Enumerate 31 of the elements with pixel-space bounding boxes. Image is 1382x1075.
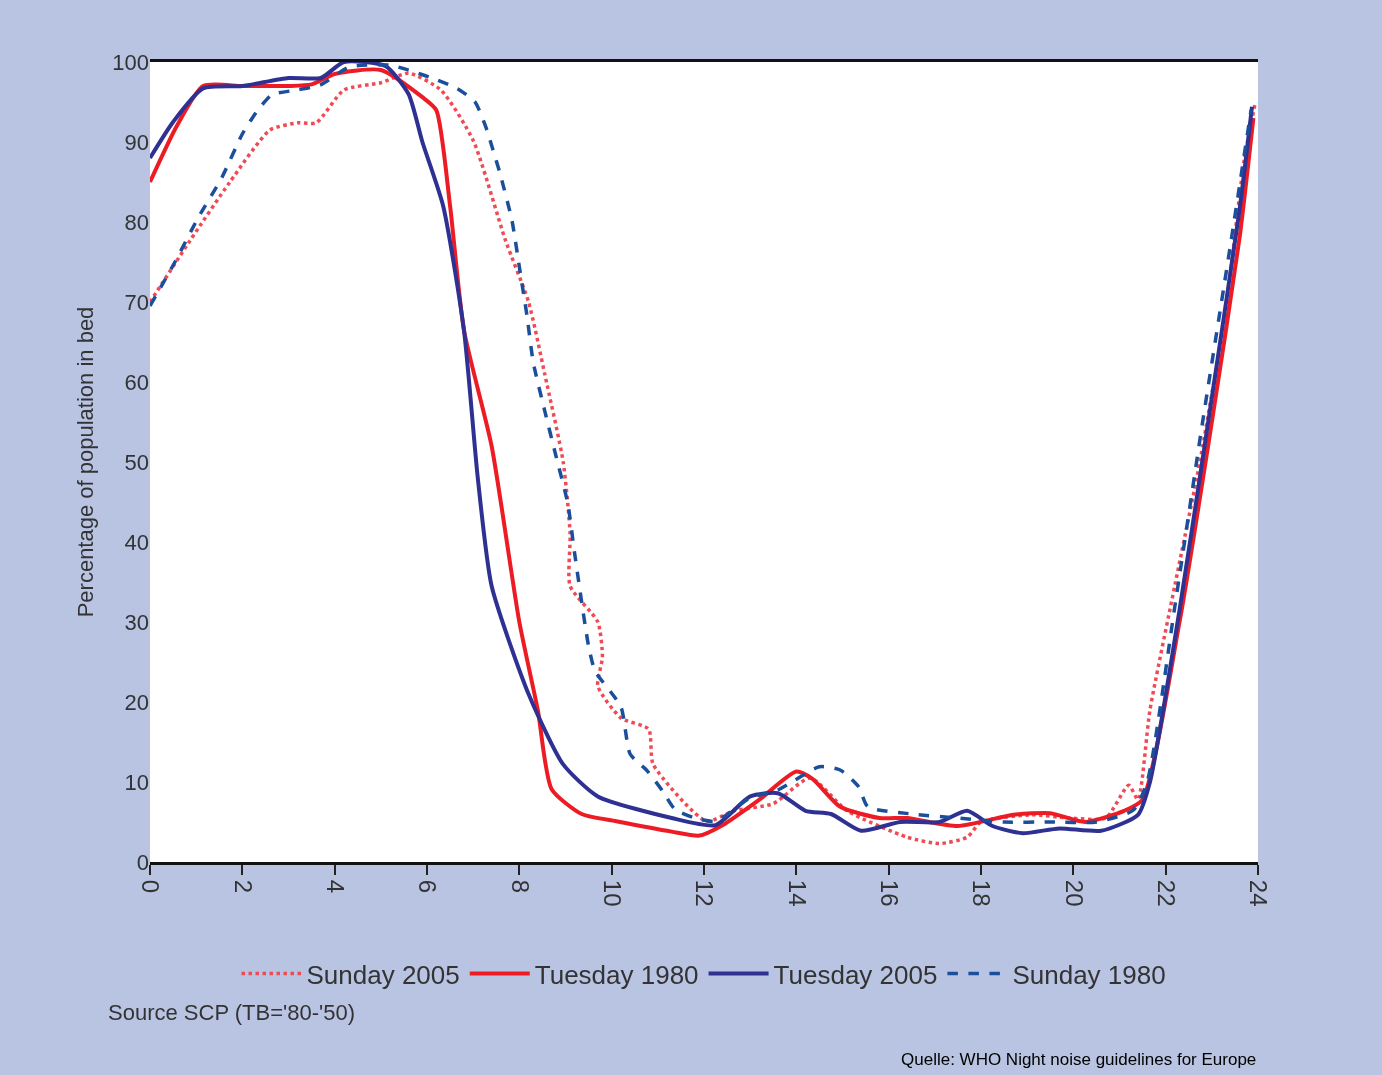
y-axis-title: Percentage of population in bed: [73, 306, 99, 618]
x-tick-label: 8: [506, 879, 534, 894]
legend-label: Tuesday 1980: [534, 959, 699, 990]
y-tick-label: 40: [124, 529, 149, 555]
x-tick-label: 22: [1152, 879, 1180, 907]
x-tick-label: 2: [229, 879, 257, 894]
x-tick-label: 10: [598, 879, 626, 907]
y-tick-label: 10: [124, 769, 149, 795]
x-tick-label: 24: [1245, 879, 1273, 907]
source-note: Quelle: WHO Night noise guidelines for Europe: [901, 1050, 1257, 1069]
x-tick-label: 4: [321, 879, 349, 894]
x-tick-label: 20: [1060, 879, 1088, 907]
y-tick-label: 30: [124, 609, 149, 635]
y-tick-label: 50: [124, 449, 149, 475]
source-note: Source SCP (TB='80-'50): [108, 1000, 356, 1025]
y-tick-label: 20: [124, 689, 149, 715]
y-tick-label: 80: [124, 209, 149, 235]
x-tick-label: 0: [137, 879, 165, 894]
legend-label: Sunday 2005: [306, 959, 460, 990]
y-tick-label: 0: [136, 849, 149, 875]
y-tick-label: 60: [124, 369, 149, 395]
legend-label: Sunday 1980: [1012, 959, 1166, 990]
y-tick-label: 100: [112, 49, 149, 75]
y-tick-label: 70: [124, 289, 149, 315]
x-tick-label: 12: [691, 879, 719, 907]
x-tick-label: 6: [414, 879, 442, 894]
x-tick-label: 18: [968, 879, 996, 907]
legend-label: Tuesday 2005: [773, 959, 938, 990]
x-tick-label: 16: [875, 879, 903, 907]
x-tick-label: 14: [783, 879, 811, 907]
y-tick-label: 90: [124, 129, 149, 155]
